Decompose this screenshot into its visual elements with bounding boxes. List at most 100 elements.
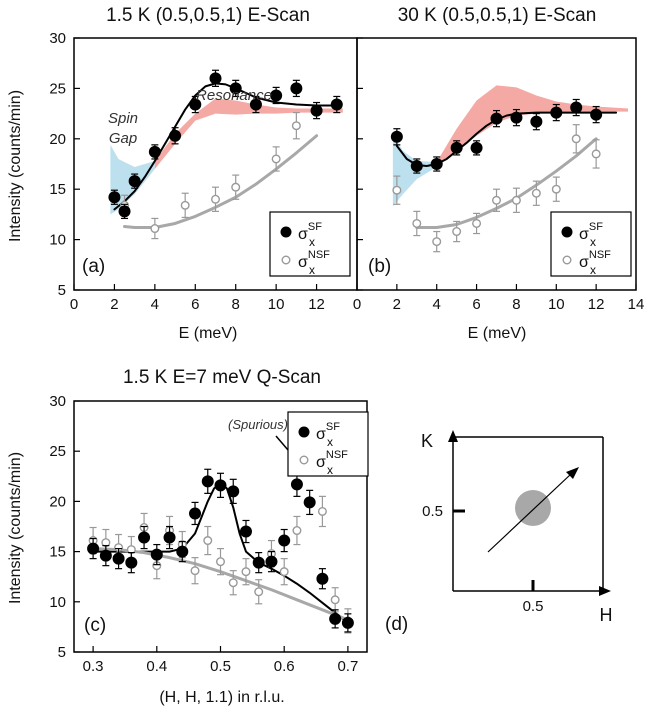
sf-data-point [550, 103, 563, 122]
sf-data-point [303, 489, 316, 516]
panel-b: 30 K (0.5,0.5,1) E-Scan 0 2 4 6 8 10 12 14 E (m… [353, 5, 645, 342]
nsf-data-point [591, 139, 601, 169]
sf-data-point [530, 112, 543, 131]
nsf-data-point [292, 515, 302, 546]
nsf-data-point [531, 180, 541, 206]
nsf-data-point [452, 220, 462, 243]
sf-data-point [329, 609, 342, 629]
panel-d: 0.5 0.5 H K (d) [385, 430, 613, 635]
x-tick-label: 2 [393, 296, 401, 313]
sf-data-point [470, 140, 483, 156]
panel-d-scan-direction [487, 473, 572, 553]
panel-a-bands [110, 98, 343, 215]
nsf-data-point [210, 186, 220, 212]
legend-label-sf: σSF x [298, 221, 322, 249]
panel-c-points [87, 442, 354, 634]
nsf-data-point [203, 525, 213, 556]
panel-d-scan-arrowhead [566, 467, 579, 479]
panel-c-ticks: 0.3 0.4 0.5 0.6 0.7 5 10 15 20 25 30 [49, 393, 358, 675]
legend-box [269, 211, 351, 277]
sf-data-point [249, 95, 262, 114]
legend-box [287, 411, 369, 477]
panel-c-xlabel: (H, H, 1.1) in r.l.u. [159, 689, 284, 706]
sf-data-point [410, 158, 423, 174]
sf-data-point [150, 543, 163, 566]
panel-b-bands [392, 85, 629, 207]
panel-a-label: (a) [82, 256, 105, 277]
x-tick-label: 0.6 [274, 658, 295, 675]
nsf-data-point [392, 175, 402, 205]
x-tick-label: 12 [308, 296, 325, 313]
sf-data-point [430, 156, 443, 172]
y-tick-label: 20 [49, 493, 66, 510]
sf-data-point [310, 101, 323, 120]
nsf-data-point [279, 558, 289, 586]
sf-data-point [270, 86, 283, 105]
panel-c-spurious-annotation: (Spurious) [228, 417, 288, 432]
x-tick-label: 0 [70, 296, 78, 313]
legend-marker-nsf [281, 255, 291, 265]
y-tick-label: 25 [49, 443, 66, 460]
sf-data-point [209, 69, 222, 87]
y-tick-label: 30 [49, 393, 66, 410]
panel-d-k-tick-label: 0.5 [422, 503, 443, 520]
sf-data-point [112, 547, 125, 570]
sf-data-point [590, 105, 603, 124]
y-tick-label: 10 [49, 232, 66, 249]
panel-c-label: (c) [84, 615, 106, 636]
nsf-data-point [271, 146, 281, 172]
sf-data-point [108, 189, 121, 205]
y-tick-label: 20 [49, 131, 66, 148]
sf-data-point [341, 613, 354, 633]
legend-label-sf: σSF x [316, 421, 340, 449]
legend-marker-sf [280, 226, 292, 238]
sf-data-point [252, 552, 265, 574]
nsf-data-point [291, 111, 301, 140]
panel-d-k-label: K [421, 431, 433, 451]
nsf-data-point [412, 210, 422, 237]
sf-data-point [189, 501, 202, 526]
y-tick-label: 10 [49, 594, 66, 611]
legend-label-nsf: σNSF x [579, 249, 611, 277]
panel-b-xlabel: E (meV) [468, 325, 527, 342]
panel-d-h-tick-label: 0.5 [523, 598, 544, 615]
x-tick-label: 0.5 [210, 658, 231, 675]
sf-data-point [214, 472, 227, 498]
sf-data-point [450, 140, 463, 156]
x-tick-label: 0.7 [337, 658, 358, 675]
panel-a-gap-annotation: Gap [109, 130, 137, 147]
legend-marker-sf [561, 226, 573, 238]
nsf-data-point [180, 192, 190, 219]
sf-data-point [510, 108, 523, 127]
sf-data-point [390, 128, 403, 146]
x-tick-label: 8 [232, 296, 240, 313]
sf-data-point [189, 95, 202, 114]
sf-data-point [176, 540, 189, 563]
x-tick-label: 4 [151, 296, 159, 313]
x-tick-label: 14 [628, 296, 645, 313]
nsf-data-point [492, 188, 502, 212]
legend-label-nsf: σNSF x [316, 449, 348, 477]
sf-data-point [265, 550, 278, 573]
nsf-data-point [231, 174, 241, 200]
x-tick-label: 6 [191, 296, 199, 313]
panel-a-xlabel: E (meV) [179, 325, 238, 342]
y-tick-label: 30 [49, 30, 66, 47]
nsf-data-point [190, 557, 200, 585]
y-tick-label: 15 [49, 181, 66, 198]
sf-data-point [125, 552, 138, 574]
nsf-data-point [330, 587, 340, 613]
sf-data-point [169, 127, 182, 145]
legend-box [550, 211, 632, 277]
panel-a-resonance-annotation: Resonance [196, 87, 272, 104]
sf-data-point [229, 79, 242, 98]
x-tick-label: 12 [588, 296, 605, 313]
x-tick-label: 6 [472, 296, 480, 313]
panel-d-k-arrowhead [448, 430, 458, 442]
y-tick-label: 5 [58, 282, 66, 299]
sf-data-point [163, 525, 176, 550]
x-tick-label: 2 [110, 296, 118, 313]
sf-data-point [290, 471, 303, 497]
panel-c: 1.5 K E=7 meV Q-Scan 0.3 0.4 0.5 0.6 0.7 5 10 1… [7, 367, 369, 706]
